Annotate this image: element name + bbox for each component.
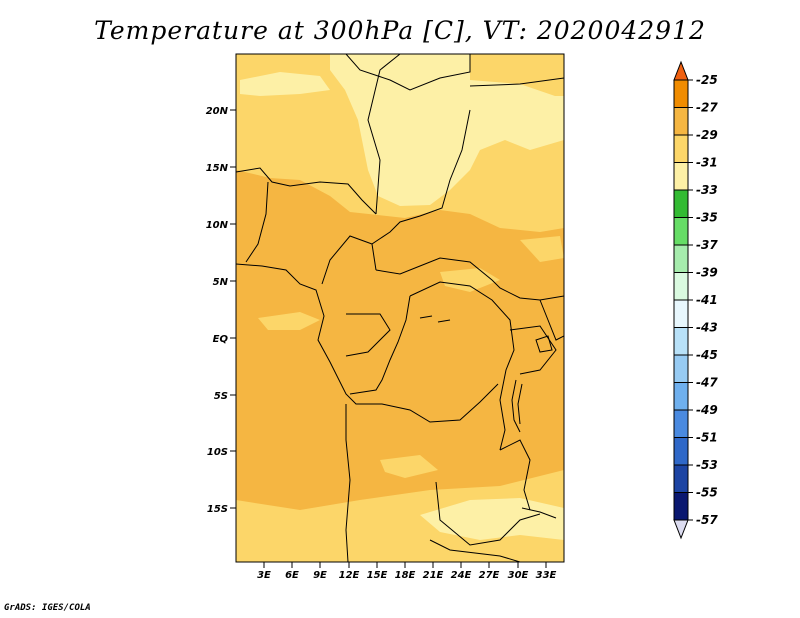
lat-label-eq: EQ: [213, 334, 229, 345]
region-north-streak: [240, 72, 330, 96]
lat-label-10s: 10S: [207, 447, 228, 458]
lon-label-24e: 24E: [451, 570, 472, 581]
colorbar-label: -37: [696, 238, 718, 252]
lakes: [419, 315, 557, 519]
lon-label-18e: 18E: [395, 570, 416, 581]
country-borders: [236, 54, 564, 562]
colorbar-label: -29: [696, 128, 718, 142]
colorbar-label: -55: [696, 486, 718, 500]
patch-east: [520, 236, 564, 262]
colorbar-label: -45: [696, 348, 718, 362]
colorbar-box: [673, 189, 689, 218]
lon-label-6e: 6E: [285, 570, 299, 581]
map-panel: [236, 54, 564, 562]
colorbar-label: -35: [696, 211, 718, 225]
region-north-33-35: [330, 54, 564, 206]
colorbar-top-arrow: [673, 60, 689, 81]
colorbar-box: [673, 382, 689, 411]
colorbar-box: [673, 107, 689, 136]
colorbar-label: -41: [696, 293, 718, 307]
colorbar-box: [673, 244, 689, 273]
colorbar-box: [673, 464, 689, 493]
colorbar-label: -57: [696, 513, 718, 527]
lon-label-9e: 9E: [313, 570, 327, 581]
colorbar-box: [673, 437, 689, 466]
lon-label-33e: 33E: [536, 570, 557, 581]
lon-label-27e: 27E: [479, 570, 500, 581]
lat-label-15n: 15N: [206, 163, 229, 174]
lon-label-15e: 15E: [367, 570, 388, 581]
lat-label-20n: 20N: [206, 106, 229, 117]
lon-label-21e: 21E: [423, 570, 444, 581]
colorbar-box: [673, 492, 689, 521]
lon-label-3e: 3E: [257, 570, 271, 581]
colorbar-label: -43: [696, 321, 718, 335]
lat-axis: 20N 15N 10N 5N EQ 5S 10S 15S: [206, 106, 236, 515]
lat-label-10n: 10N: [206, 220, 229, 231]
colorbar-box: [673, 299, 689, 328]
colorbar-box: [673, 354, 689, 383]
colorbar-label: -39: [696, 266, 718, 280]
colorbar-box: [673, 327, 689, 356]
colorbar-box: [673, 217, 689, 246]
colorbar-label: -31: [696, 156, 718, 170]
lon-axis: 3E 6E 9E 12E 15E 18E 21E 24E 27E 30E 33E: [257, 562, 557, 581]
colorbar-box: [673, 409, 689, 438]
colorbar-label: -53: [696, 458, 718, 472]
patch-southwest: [380, 455, 438, 478]
map-frame: [235, 53, 565, 563]
lat-label-15s: 15S: [207, 504, 228, 515]
colorbar-box: [673, 79, 689, 108]
colorbar-label: -51: [696, 431, 718, 445]
colorbar: -25 -27 -29 -31 -33 -35 -37 -39 -41 -43 -45 -47 -49 -…: [673, 60, 718, 540]
lat-label-5n: 5N: [213, 277, 229, 288]
colorbar-box: [673, 134, 689, 163]
colorbar-bottom-arrow: [673, 519, 689, 540]
patch-west: [258, 312, 320, 330]
colorbar-label: -33: [696, 183, 718, 197]
colorbar-box: [673, 162, 689, 191]
grads-credit: GrADS: IGES/COLA: [4, 603, 91, 613]
colorbar-label: -47: [696, 376, 718, 390]
colorbar-label: -25: [696, 73, 718, 87]
lon-label-30e: 30E: [508, 570, 529, 581]
map-title: Temperature at 300hPa [C], VT: 202004291…: [94, 16, 706, 45]
lon-label-12e: 12E: [339, 570, 360, 581]
region-south-33-35: [420, 498, 564, 540]
colorbar-label: -49: [696, 403, 718, 417]
colorbar-label: -27: [696, 101, 718, 115]
lat-label-5s: 5S: [214, 391, 228, 402]
colorbar-box: [673, 272, 689, 301]
